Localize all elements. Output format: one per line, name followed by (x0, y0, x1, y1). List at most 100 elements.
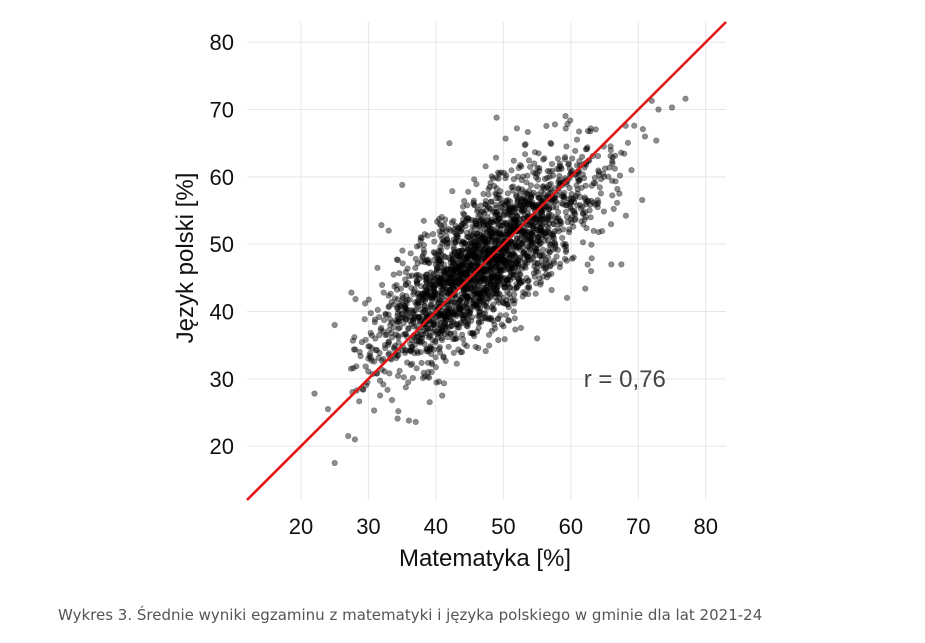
data-point (472, 251, 479, 258)
data-point (506, 222, 514, 229)
data-point (484, 304, 491, 311)
data-point (457, 271, 464, 278)
data-point (449, 188, 456, 195)
data-point (567, 117, 574, 124)
data-point (453, 277, 461, 284)
data-point (501, 257, 509, 265)
data-point (421, 249, 428, 256)
data-point (578, 218, 585, 225)
data-point (448, 265, 455, 272)
data-point (454, 310, 461, 318)
data-point (467, 242, 474, 249)
data-point (447, 277, 454, 284)
data-point (444, 279, 451, 287)
data-point (479, 248, 486, 255)
data-point (488, 234, 495, 241)
data-point (560, 193, 567, 200)
data-point (505, 266, 512, 273)
data-point (405, 417, 413, 424)
data-point (503, 247, 510, 254)
data-point (495, 221, 502, 228)
data-point (450, 271, 457, 278)
data-point (440, 353, 447, 360)
data-point (440, 266, 448, 273)
data-point (456, 265, 463, 272)
data-point (468, 262, 475, 270)
data-point (537, 215, 544, 222)
data-point (500, 221, 507, 228)
data-point (563, 202, 570, 209)
data-point (511, 286, 518, 293)
data-point (436, 216, 443, 223)
data-point (525, 157, 533, 164)
data-point (582, 209, 589, 216)
data-point (471, 202, 479, 209)
data-point (489, 175, 497, 182)
data-point (536, 195, 544, 202)
data-point (515, 243, 523, 251)
data-point (454, 252, 462, 259)
data-point (413, 243, 421, 250)
data-point (486, 246, 493, 253)
data-point (507, 251, 514, 258)
data-point (394, 296, 401, 303)
data-point (608, 261, 615, 268)
data-point (472, 221, 480, 228)
data-point (470, 303, 477, 310)
data-point (581, 216, 588, 223)
data-point (472, 251, 479, 258)
data-point (440, 312, 447, 320)
data-point (480, 277, 488, 285)
data-point (495, 278, 502, 285)
data-point (511, 216, 518, 223)
data-point (411, 323, 418, 330)
data-point (450, 310, 457, 318)
data-point (423, 286, 430, 293)
data-point (446, 277, 453, 284)
data-point (524, 222, 531, 229)
data-point (408, 307, 415, 314)
data-point (581, 196, 589, 203)
data-point (494, 278, 501, 285)
data-point (523, 250, 530, 258)
data-point (430, 289, 437, 296)
data-point (473, 278, 480, 285)
data-point (438, 336, 446, 344)
data-point (495, 277, 502, 284)
data-point (467, 248, 474, 255)
data-point (442, 254, 449, 261)
data-point (462, 269, 470, 276)
data-point (503, 231, 510, 238)
data-point (432, 364, 440, 371)
data-point (437, 319, 444, 327)
data-point (501, 258, 508, 266)
data-point (508, 265, 516, 272)
data-point (432, 275, 439, 283)
data-point (446, 286, 453, 293)
data-point (458, 349, 466, 356)
data-point (414, 260, 421, 267)
data-point (465, 308, 473, 315)
data-point (480, 210, 488, 217)
data-point (324, 406, 332, 413)
data-point (470, 252, 477, 259)
data-point (505, 210, 513, 217)
data-point (442, 315, 449, 323)
data-point (521, 258, 528, 265)
data-point (528, 230, 535, 237)
data-point (517, 206, 524, 213)
data-point (458, 258, 465, 265)
data-point (419, 374, 427, 382)
data-point (394, 353, 401, 360)
data-point (496, 240, 503, 247)
data-point (471, 253, 478, 260)
data-point (477, 288, 484, 295)
data-point (533, 265, 540, 272)
data-point (483, 239, 490, 246)
data-point (522, 141, 529, 148)
data-point (479, 241, 486, 248)
data-point (561, 154, 569, 161)
data-point (435, 279, 442, 286)
data-point (438, 327, 446, 334)
